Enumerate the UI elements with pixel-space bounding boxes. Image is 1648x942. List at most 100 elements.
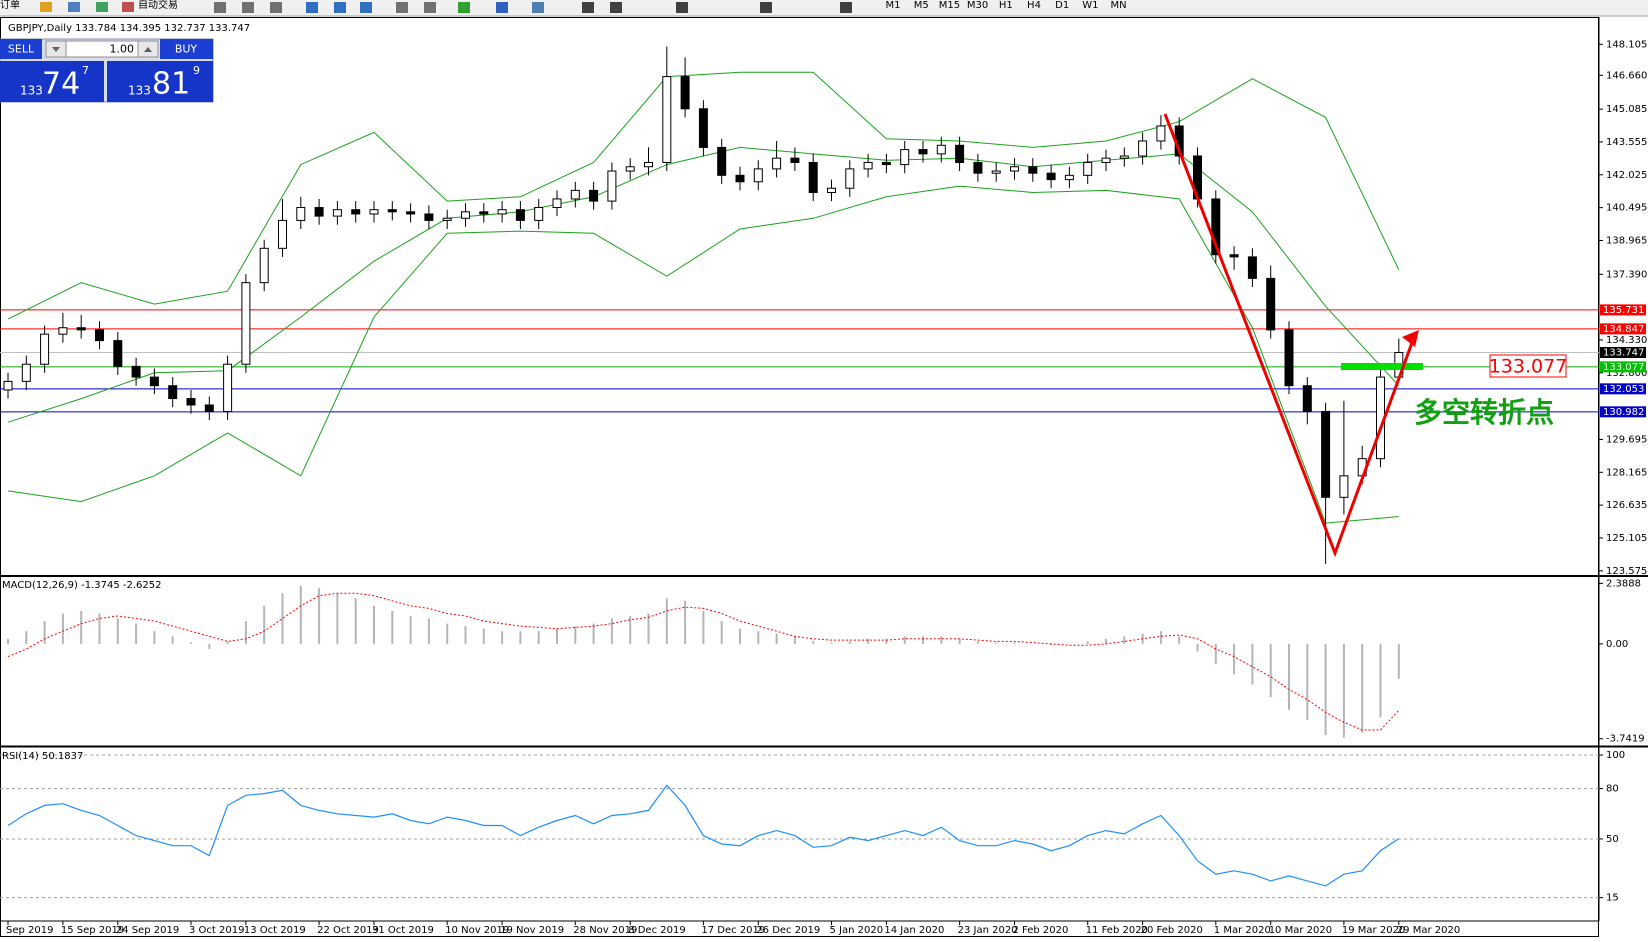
- sell-price-box[interactable]: [0, 61, 104, 102]
- candle-body: [589, 189, 599, 202]
- bollinger-band: [7, 146, 1400, 423]
- y-tick-label: 138.965: [1606, 235, 1647, 246]
- toolbar-order[interactable]: 订单: [0, 0, 20, 11]
- timeframe-button[interactable]: H1: [999, 0, 1013, 11]
- x-tick-label: 24 Sep 2019: [116, 925, 179, 936]
- toolbar-icon[interactable]: [40, 2, 52, 12]
- timeframe-button[interactable]: M30: [967, 0, 988, 11]
- toolbar-icon[interactable]: [334, 2, 346, 13]
- candle-body: [625, 166, 635, 172]
- candle-body: [900, 149, 910, 166]
- buy-price-main[interactable]: 81: [152, 67, 190, 102]
- timeframe-button[interactable]: M15: [939, 0, 960, 11]
- candle-body: [424, 213, 434, 221]
- candle-body: [314, 207, 324, 217]
- x-tick-label: 19 Nov 2019: [500, 925, 564, 936]
- toolbar-icon[interactable]: [532, 2, 544, 13]
- annotation-box: [1489, 354, 1567, 378]
- candle-body: [241, 282, 251, 365]
- candle-body: [1247, 256, 1257, 279]
- candle-body: [1302, 385, 1312, 412]
- candle-body: [607, 170, 617, 202]
- y-tick-label: 142.025: [1606, 170, 1647, 181]
- toolbar-icon[interactable]: [582, 2, 594, 13]
- toolbar-icon[interactable]: [610, 2, 622, 13]
- candle-body: [497, 209, 507, 215]
- x-tick-label: 11 Feb 2020: [1086, 925, 1148, 936]
- candle-body: [827, 187, 836, 194]
- rsi-panel: 100 80 50 15 RSI(14) 50.1837: [0, 750, 1625, 904]
- buy-label[interactable]: BUY: [175, 43, 198, 56]
- toolbar-icon[interactable]: [760, 2, 772, 13]
- candle-body: [1211, 198, 1221, 256]
- timeframe-button[interactable]: M1: [886, 0, 901, 11]
- x-tick-label: 14 Jan 2020: [884, 925, 944, 936]
- candle-body: [461, 211, 470, 219]
- x-tick-label: 15 Sep 2019: [61, 925, 124, 936]
- sell-price-big[interactable]: 133: [20, 84, 43, 98]
- candle-body: [936, 144, 946, 155]
- y-tick-label: 145.085: [1606, 104, 1647, 115]
- lot-down-arrow: [52, 47, 60, 52]
- candle-body: [186, 398, 196, 406]
- y-tick-label: 126.635: [1606, 500, 1647, 511]
- price-level-label: 130.982: [1603, 407, 1644, 418]
- toolbar-auto-trading[interactable]: 自动交易: [138, 0, 178, 11]
- candle-body: [881, 161, 891, 166]
- sell-price-small[interactable]: 7: [82, 64, 89, 77]
- buy-button[interactable]: [160, 39, 213, 59]
- candle-body: [863, 161, 873, 170]
- x-tick-label: 19 Mar 2020: [1342, 925, 1405, 936]
- candle-body: [1101, 157, 1111, 163]
- toolbar-icon[interactable]: [242, 2, 254, 13]
- buy-price-box[interactable]: [107, 61, 213, 102]
- sell-price-main[interactable]: 74: [42, 67, 80, 102]
- bollinger-band: [7, 185, 1399, 524]
- candle-body: [845, 168, 855, 189]
- annotation-price: 133.077: [1489, 356, 1568, 378]
- price-level-box: [1600, 323, 1646, 335]
- candle-body: [21, 363, 31, 382]
- toolbar-icon[interactable]: [122, 2, 134, 12]
- y-tick-label: 80: [1606, 784, 1619, 795]
- y-tick-label: 137.390: [1606, 269, 1647, 280]
- candle-body: [1083, 161, 1093, 176]
- candle-body: [973, 161, 983, 174]
- x-tick-label: 3 Oct 2019: [189, 925, 244, 936]
- candle-body: [406, 211, 416, 215]
- buy-price-big[interactable]: 133: [128, 84, 151, 98]
- sell-button[interactable]: [0, 39, 42, 59]
- x-tick-label: 2 Feb 2020: [1013, 925, 1069, 936]
- toolbar-icon[interactable]: [214, 2, 226, 13]
- x-tick-label: 31 Oct 2019: [372, 925, 434, 936]
- buy-price-small[interactable]: 9: [193, 64, 200, 77]
- x-tick-label: 29 Mar 2020: [1397, 925, 1460, 936]
- y-tick-label: 146.660: [1606, 70, 1647, 81]
- toolbar-icon[interactable]: [396, 2, 408, 13]
- turning-zone-bar: [1341, 363, 1423, 370]
- toolbar-icon[interactable]: [68, 2, 80, 12]
- toolbar-icon[interactable]: [458, 2, 470, 13]
- toolbar-icon[interactable]: [96, 2, 108, 12]
- timeframe-button[interactable]: M5: [914, 0, 929, 11]
- timeframe-button[interactable]: H4: [1027, 0, 1041, 11]
- toolbar-icon[interactable]: [270, 2, 282, 13]
- price-level-label: 133.747: [1603, 347, 1644, 358]
- toolbar-icon[interactable]: [360, 2, 372, 13]
- toolbar-icon[interactable]: [496, 2, 508, 13]
- sell-label[interactable]: SELL: [8, 43, 35, 56]
- lot-value[interactable]: 1.00: [110, 43, 135, 56]
- timeframe-button[interactable]: D1: [1055, 0, 1069, 11]
- toolbar-icon[interactable]: [306, 2, 318, 13]
- toolbar-icon[interactable]: [424, 2, 436, 13]
- candle-body: [131, 365, 141, 378]
- y-tick-label: 50: [1606, 834, 1619, 845]
- toolbar-icon[interactable]: [676, 2, 688, 13]
- timeframe-button[interactable]: W1: [1082, 0, 1098, 11]
- candle-body: [772, 157, 782, 170]
- toolbar-icon[interactable]: [840, 2, 852, 13]
- timeframe-button[interactable]: MN: [1111, 0, 1127, 11]
- x-tick-label: 10 Mar 2020: [1269, 925, 1332, 936]
